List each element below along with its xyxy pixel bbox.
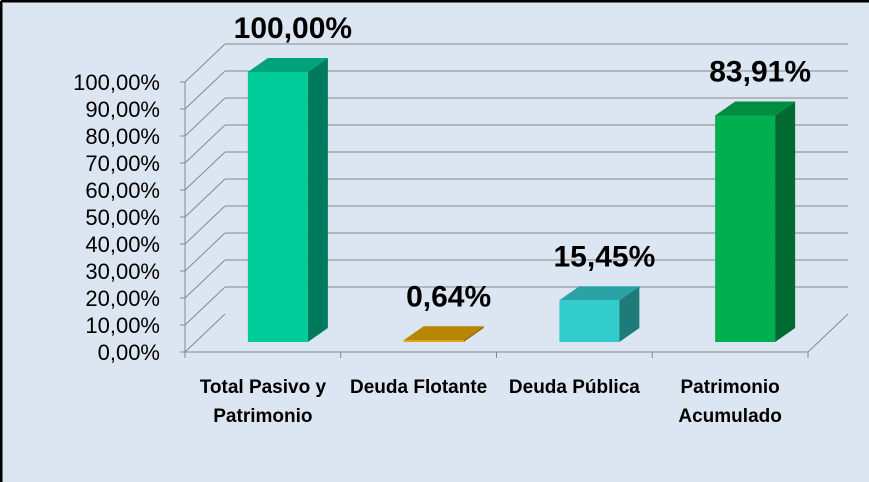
bar (715, 101, 796, 343)
y-tick-label: 60,00% (85, 178, 160, 203)
bar-front (403, 340, 464, 342)
x-tick-label: Deuda Pública (508, 377, 640, 398)
x-tick-label: Patrimonio Acumulado (678, 377, 782, 427)
bar-front (559, 300, 620, 342)
y-tick-label: 40,00% (85, 232, 160, 257)
bar-top (403, 326, 484, 341)
y-tick-label: 20,00% (85, 286, 160, 311)
bar (559, 286, 640, 342)
bar-front (715, 115, 776, 343)
bar-side (619, 286, 640, 342)
bar (247, 58, 328, 342)
grid-line-wall (184, 97, 226, 137)
bar-top (247, 58, 328, 72)
y-tick-label: 50,00% (85, 205, 160, 230)
grid-line-wall (184, 70, 226, 110)
bar-top (559, 286, 640, 301)
y-tick-label: 90,00% (85, 97, 160, 122)
bar-side (463, 326, 484, 342)
grid-line-wall (184, 259, 226, 299)
grid-line-wall (184, 124, 226, 164)
bar (403, 326, 484, 342)
bar-side (307, 58, 328, 342)
x-tick-label: Total Pasivo y Patrimonio (199, 377, 327, 427)
bar-front (247, 72, 308, 342)
bar-side (775, 101, 796, 343)
grid-line-wall (184, 43, 226, 83)
x-tick-label: Deuda Flotante (350, 377, 488, 398)
grid-line-wall (184, 178, 226, 218)
y-tick-label: 70,00% (85, 151, 160, 176)
y-tick-label: 80,00% (85, 124, 160, 149)
bar-top (715, 101, 796, 116)
y-tick-label: 30,00% (85, 259, 160, 284)
data-label: 83,91% (709, 55, 811, 88)
grid-line-wall (184, 232, 226, 272)
grid-line-wall (184, 205, 226, 245)
grid-line-wall (184, 286, 226, 326)
data-label: 15,45% (554, 240, 656, 273)
y-tick-label: 100,00% (73, 70, 160, 95)
grid-line-wall (184, 313, 226, 353)
y-tick-label: 10,00% (85, 313, 160, 338)
data-label: 100,00% (234, 12, 352, 45)
y-tick-label: 0,00% (98, 340, 160, 365)
data-label: 0,64% (406, 280, 491, 313)
grid-line-wall (184, 151, 226, 191)
